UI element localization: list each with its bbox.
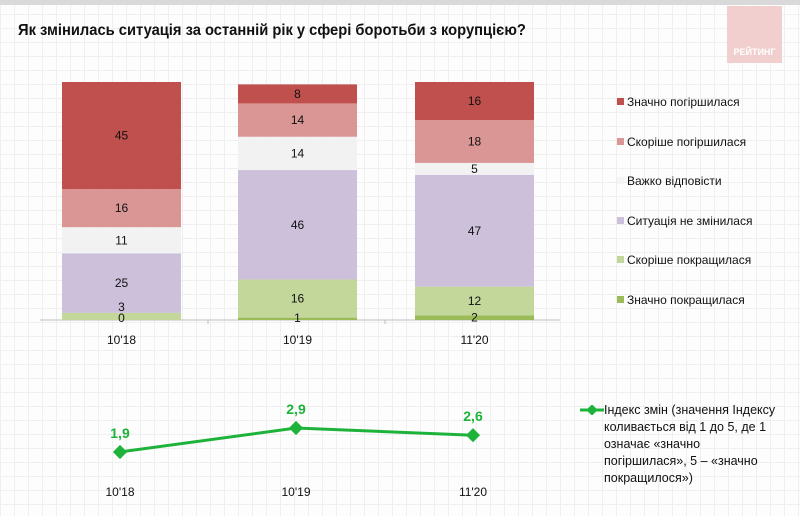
index-point <box>465 428 481 443</box>
legend-swatch <box>617 256 624 263</box>
line-legend: Індекс змін (значення Індексу коливаєтьс… <box>580 402 780 487</box>
bar-data-label: 47 <box>468 224 482 238</box>
line-legend-marker-icon <box>580 405 604 415</box>
legend-item: Значно покращилася <box>617 293 745 307</box>
bar-segment <box>62 312 181 320</box>
bar-data-label: 14 <box>291 113 305 127</box>
index-data-label: 2,6 <box>463 408 483 424</box>
rating-logo: РЕЙТИНГ <box>727 6 782 63</box>
bar-segment <box>238 170 357 280</box>
x-tick-label: 10'18 <box>107 333 136 347</box>
logo-text: РЕЙТИНГ <box>733 47 776 57</box>
bar-segment <box>415 286 534 316</box>
chart-title: Як змінилась ситуація за останній рік у … <box>18 22 526 39</box>
legend-item: Ситуація не змінилася <box>617 214 752 228</box>
x-tick-label: 10'19 <box>283 333 312 347</box>
legend-label: Ситуація не змінилася <box>627 213 753 228</box>
legend-swatch <box>617 177 624 184</box>
legend-label: Скоріше погіршилася <box>627 134 747 149</box>
legend-swatch <box>617 216 624 224</box>
index-point <box>112 444 128 460</box>
bar-segment <box>238 84 357 104</box>
bar-segment <box>62 189 181 228</box>
index-point <box>288 420 304 436</box>
index-data-label: 1,9 <box>110 425 130 441</box>
legend-swatch <box>617 98 624 105</box>
legend-item: Скоріше покращилася <box>617 253 751 267</box>
bar-segment <box>415 82 534 121</box>
bar-segment <box>238 279 357 318</box>
legend-label: Значно покращилася <box>627 292 745 307</box>
bar-data-label: 1 <box>294 311 301 325</box>
bar-data-label: 18 <box>468 135 482 149</box>
bar-data-label: 2 <box>471 311 478 325</box>
bar-data-label: 16 <box>468 94 482 108</box>
bar-segment <box>415 120 534 163</box>
bar-data-label: 46 <box>291 218 305 232</box>
top-bar <box>0 0 800 5</box>
x-tick-label: 11'20 <box>460 333 488 347</box>
legend-item: Значно погіршилася <box>617 95 740 109</box>
bar-data-label: 16 <box>115 201 129 215</box>
legend-swatch <box>617 295 624 303</box>
bar-segment <box>62 253 181 313</box>
bar-segment <box>415 162 534 175</box>
bar-data-label: 0 <box>118 311 125 325</box>
bar-data-label: 14 <box>291 146 305 160</box>
legend-item: Важко відповісти <box>617 174 722 188</box>
bar-segment <box>415 315 534 320</box>
bar-segment <box>238 136 357 171</box>
line-x-tick-label: 11'20 <box>459 485 487 499</box>
bar-segment <box>238 103 357 137</box>
legend-label: Скоріше покращилася <box>627 253 752 267</box>
line-legend-label: Індекс змін (значення Індексу коливаєтьс… <box>604 403 776 485</box>
bar-data-label: 3 <box>118 300 125 314</box>
bar-segment <box>415 174 534 287</box>
line-x-tick-label: 10'18 <box>106 485 135 499</box>
bar-data-label: 25 <box>115 276 129 290</box>
bar-data-label: 45 <box>115 129 129 143</box>
legend-swatch <box>617 137 624 145</box>
bar-data-label: 5 <box>471 162 478 176</box>
bar-segment <box>62 82 181 190</box>
bar-segment <box>62 227 181 254</box>
legend-item: Скоріше погіршилася <box>617 135 746 149</box>
index-data-label: 2,9 <box>286 401 306 417</box>
bar-data-label: 12 <box>468 294 482 308</box>
bar-segment <box>238 317 357 320</box>
legend-label: Важко відповісти <box>627 174 722 188</box>
legend-label: Значно погіршилася <box>627 95 740 109</box>
line-x-tick-label: 10'19 <box>282 485 311 499</box>
bar-data-label: 11 <box>115 233 128 247</box>
bar-data-label: 8 <box>294 87 301 101</box>
bar-data-label: 16 <box>291 292 305 306</box>
